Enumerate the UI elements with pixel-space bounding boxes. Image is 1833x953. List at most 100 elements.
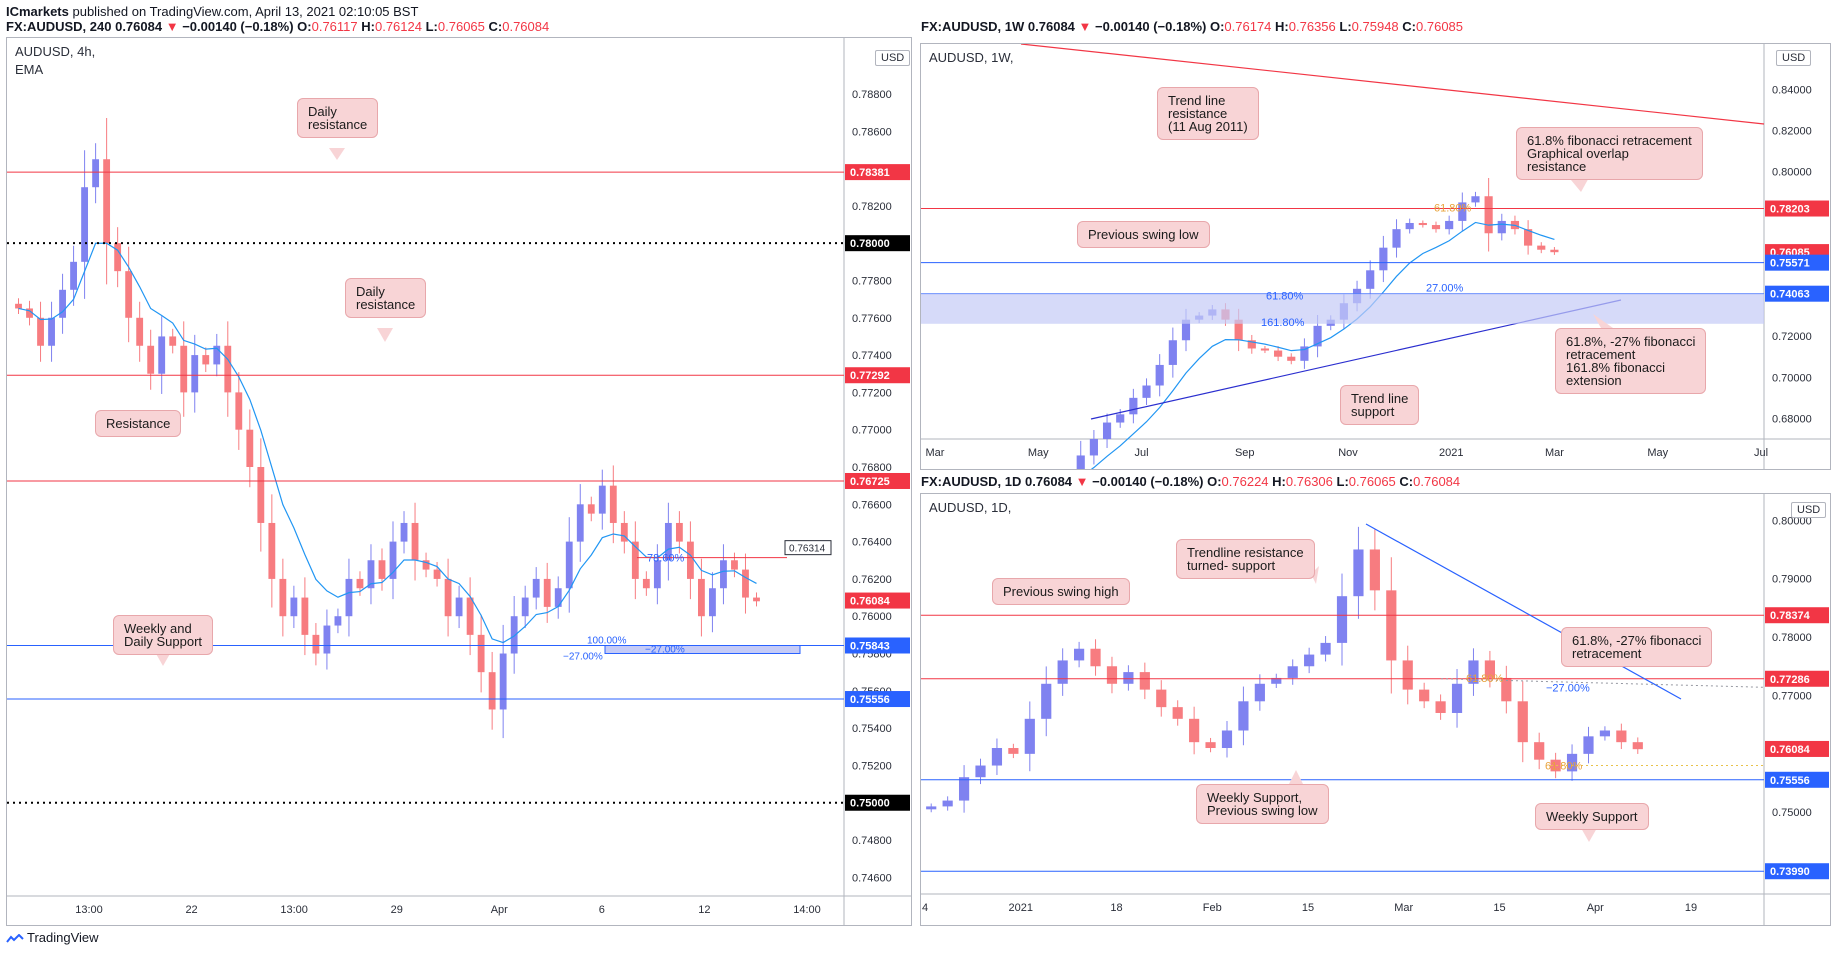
- candle-body: [587, 504, 595, 514]
- h4-down-icon: ▼: [165, 19, 179, 34]
- candle-body: [1247, 340, 1256, 349]
- candle-body: [70, 261, 77, 290]
- chart-d1-title: AUDUSD, 1D,: [929, 500, 1012, 515]
- time-axis-label: 13:00: [75, 904, 103, 916]
- candle-body: [1139, 672, 1150, 690]
- chart-panel-h4[interactable]: 0.78800 0.78600 0.78200 0.77800 0.77600 0.774…: [6, 37, 912, 926]
- candle-body: [1254, 683, 1265, 702]
- candle-body: [709, 588, 716, 617]
- candle-body: [279, 578, 287, 617]
- candle-body: [312, 634, 320, 654]
- price-tag-label: 0.76725: [850, 476, 890, 488]
- candle-body: [136, 317, 144, 346]
- candle-body: [1074, 648, 1085, 661]
- candle-body: [15, 303, 22, 309]
- candle-body: [37, 317, 44, 346]
- candle-body: [1524, 229, 1533, 246]
- candle-body: [1451, 683, 1463, 713]
- price-axis-label: 0.70000: [1772, 372, 1812, 384]
- callout-pointer: [1581, 828, 1597, 842]
- candle-body: [991, 748, 1003, 766]
- candle-body: [1369, 549, 1380, 591]
- price-tag-label: 0.73990: [1770, 866, 1810, 878]
- currency-badge-d1[interactable]: USD: [1791, 502, 1827, 518]
- chart-w1-canvas[interactable]: 0.84000 0.82000 0.80000 0.72000 0.70000 0.680…: [921, 44, 1830, 469]
- candle-body: [1168, 340, 1177, 365]
- candle-body: [48, 317, 55, 346]
- time-axis-label: Feb: [1203, 902, 1222, 914]
- price-axis-label: 0.80000: [1772, 167, 1812, 179]
- candle-body: [1156, 689, 1167, 708]
- fib-value-box: [784, 540, 832, 556]
- time-axis-label: May: [1647, 447, 1668, 459]
- candle-body: [103, 159, 111, 244]
- candle-body: [1431, 225, 1441, 230]
- price-axis-label: 0.80000: [1772, 515, 1812, 527]
- currency-badge-h4[interactable]: USD: [875, 50, 911, 66]
- price-tag-bg: [845, 235, 910, 252]
- footer-brand-label: TradingView: [27, 930, 99, 945]
- price-tag-bg: [1765, 771, 1829, 788]
- candle-body: [1287, 356, 1296, 361]
- price-tag-label: 0.78374: [1770, 610, 1811, 622]
- footer-brand[interactable]: TradingView: [6, 930, 99, 945]
- callout-pointer: [1289, 770, 1303, 784]
- chart-d1-canvas[interactable]: 0.80000 0.79000 0.78000 0.77000 0.75000 4 2021…: [921, 494, 1830, 925]
- callout-pointer: [155, 652, 171, 666]
- candle-body: [1386, 590, 1397, 661]
- price-axis-label: 0.75000: [1772, 807, 1812, 819]
- candle-body: [158, 336, 166, 374]
- chart-panel-d1[interactable]: 0.80000 0.79000 0.78000 0.77000 0.75000 4 2021…: [920, 493, 1831, 926]
- price-axis-label: 0.77400: [852, 350, 892, 362]
- chart-panel-w1[interactable]: 0.84000 0.82000 0.80000 0.72000 0.70000 0.680…: [920, 43, 1831, 470]
- candle-body: [1271, 677, 1282, 684]
- candle-body: [1205, 742, 1216, 749]
- candle-body: [1320, 642, 1331, 655]
- fib-786-label: 78.60%: [647, 553, 685, 565]
- price-axis-label: 0.78800: [852, 89, 892, 101]
- time-axis-label: May: [1028, 447, 1049, 459]
- currency-badge-w1[interactable]: USD: [1776, 50, 1812, 66]
- candle-body: [26, 308, 33, 318]
- candle-body: [1392, 229, 1401, 248]
- candle-body: [1090, 648, 1101, 667]
- candle-body: [1024, 718, 1035, 754]
- candle-body: [1550, 759, 1561, 772]
- time-axis-label: 12: [698, 904, 710, 916]
- candle-body: [1260, 348, 1270, 351]
- candle-body: [576, 504, 584, 542]
- h4-last: 0.76084: [115, 19, 163, 34]
- candle-body: [1189, 718, 1200, 743]
- price-tag-label: 0.77292: [850, 370, 890, 382]
- candle-body: [378, 560, 386, 579]
- price-tag-bg: [845, 794, 910, 811]
- candle-body: [720, 560, 727, 589]
- candle-body: [422, 560, 430, 570]
- candle-body: [1274, 350, 1283, 357]
- callout-w1-fib-overlap: 61.8% fibonacci retracement Graphical ov…: [1516, 127, 1703, 180]
- price-axis-label: 0.76600: [852, 499, 892, 511]
- candle-body: [81, 187, 89, 262]
- chart-h4-canvas[interactable]: 0.78800 0.78600 0.78200 0.77800 0.77600 0.774…: [7, 38, 911, 925]
- candle-body: [1501, 677, 1512, 702]
- d1-change: −0.00140 (−0.18%): [1092, 474, 1204, 489]
- w1-change: −0.00140 (−0.18%): [1095, 19, 1207, 34]
- price-axis-label: 0.77200: [852, 387, 892, 399]
- price-axis-label: 0.68000: [1772, 413, 1812, 425]
- candle-body: [1366, 270, 1375, 289]
- candle-body: [1172, 707, 1183, 719]
- candle-body: [958, 777, 970, 801]
- candle-body: [301, 597, 309, 635]
- price-tag-label: 0.75571: [1770, 258, 1810, 270]
- callout-d1-weekly-support: Weekly Support: [1535, 803, 1649, 830]
- publisher-author: ICmarkets: [6, 4, 69, 19]
- candle-body: [686, 541, 694, 579]
- w1-low: 0.75948: [1351, 19, 1399, 34]
- candle-body: [169, 336, 177, 346]
- candle-body: [1155, 364, 1164, 386]
- price-axis-label: 0.77000: [852, 425, 892, 437]
- fib-1618-label: 161.80%: [1261, 317, 1305, 329]
- candle-body: [609, 485, 617, 523]
- candle-body: [926, 806, 937, 810]
- candle-body: [1534, 742, 1545, 760]
